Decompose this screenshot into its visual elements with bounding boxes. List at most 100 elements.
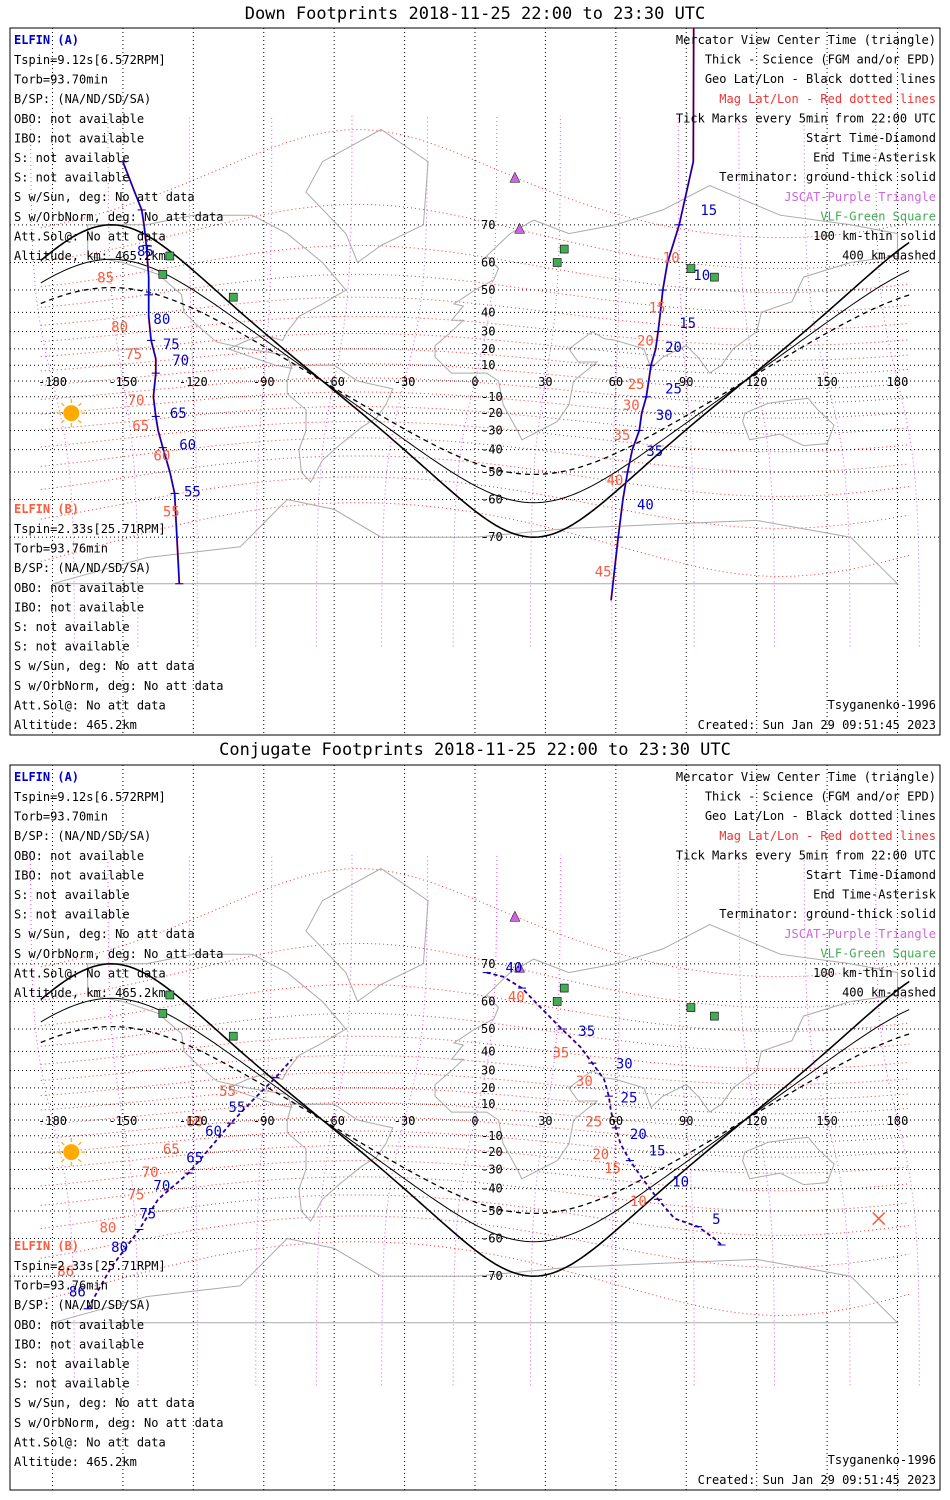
lon-tick-label: 30 — [538, 375, 552, 389]
elfin-a-info-line: Torb=93.70min — [14, 73, 108, 87]
vlf-station-square — [228, 1031, 238, 1041]
legend-line: JSCAT-Purple Triangle — [784, 927, 936, 941]
elfin-a-info-line: S: not available — [14, 171, 130, 185]
elfin-b-time-label: 55 — [163, 505, 180, 521]
terminator-100km-line — [40, 997, 910, 1243]
elfin-a-time-label: 55 — [184, 484, 201, 500]
legend-line: VLF-Green Square — [820, 946, 936, 960]
lon-tick-label: -180 — [38, 1114, 67, 1128]
elfin-a-track — [610, 28, 695, 601]
elfin-a-info-line: OBO: not available — [14, 849, 144, 863]
legend-line: 100 km-thin solid — [813, 229, 936, 243]
elfin-a-info-line: S w/OrbNorm, deg: No att data — [14, 947, 224, 961]
sun-icon — [63, 1144, 80, 1161]
elfin-b-time-label: 25 — [585, 1114, 602, 1130]
elfin-b-time-label: 60 — [186, 1114, 203, 1130]
legend-line: Geo Lat/Lon - Black dotted lines — [705, 72, 936, 86]
elfin-b-info-line: Torb=93.76min — [14, 1279, 108, 1293]
elfin-b-time-label: 86 — [57, 1264, 74, 1280]
terminator-400km-line — [40, 1025, 910, 1215]
jscat-station-triangle — [514, 222, 526, 234]
vlf-station-square — [559, 983, 569, 993]
lon-tick-label: -90 — [253, 375, 275, 389]
sun-ray — [60, 419, 65, 424]
legend-line: Thick - Science (FGM and/or EPD) — [705, 790, 936, 804]
elfin-b-time-label: 35 — [552, 1045, 569, 1061]
elfin-b-time-label: 55 — [219, 1084, 236, 1100]
elfin-b-info-line: OBO: not available — [14, 581, 144, 595]
elfin-a-time-label: 15 — [649, 1143, 666, 1159]
terminator-400km-line — [40, 286, 910, 476]
elfin-a-time-label: 10 — [693, 268, 710, 284]
elfin-a-info-line: Altitude, km: 465.2km — [14, 249, 166, 263]
down-footprints-map: 8580757065605585807570656055151015202530… — [9, 27, 941, 736]
elfin-a-info-line: Tspin=9.12s[6.572RPM] — [14, 53, 166, 67]
lat-tick-label: -20 — [481, 406, 503, 420]
elfin-a-time-label: 60 — [179, 438, 196, 454]
lon-tick-label: 120 — [746, 1114, 768, 1128]
legend-line: Tick Marks every 5min from 22:00 UTC — [676, 111, 936, 125]
elfin-a-track — [486, 971, 723, 1246]
coastline — [742, 397, 835, 447]
vlf-station-square — [165, 251, 175, 261]
elfin-a-info-line: S: not available — [14, 151, 130, 165]
legend-line: Geo Lat/Lon - Black dotted lines — [705, 809, 936, 823]
elfin-a-info-line: IBO: not available — [14, 868, 144, 882]
elfin-a-time-label: 5 — [712, 1212, 720, 1228]
elfin-b-time-label: 35 — [613, 428, 630, 444]
elfin-b-time-label: 65 — [163, 1142, 180, 1158]
elfin-b-time-label: 75 — [125, 347, 142, 363]
legend-line: Start Time-Diamond — [806, 131, 936, 145]
elfin-a-info-line: S w/OrbNorm, deg: No att data — [14, 210, 224, 224]
lat-tick-label: 30 — [481, 325, 495, 339]
elfin-b-time-label: 30 — [576, 1074, 593, 1090]
elfin-a-time-label: 35 — [646, 444, 663, 460]
elfin-a-time-label: 70 — [153, 1179, 170, 1195]
elfin-a-time-label: 80 — [111, 1240, 128, 1256]
elfin-b-info-line: S w/Sun, deg: No att data — [14, 659, 195, 673]
lon-tick-label: -150 — [108, 375, 137, 389]
lat-tick-label: 10 — [481, 1097, 495, 1111]
lon-tick-label: -60 — [323, 375, 345, 389]
elfin-a-time-label: 80 — [153, 312, 170, 328]
elfin-b-time-label: 10 — [663, 250, 680, 266]
lon-tick-label: 180 — [887, 1114, 909, 1128]
elfin-a-info-line: OBO: not available — [14, 112, 144, 126]
elfin-a-time-label: 86 — [69, 1285, 86, 1301]
lon-tick-label: 150 — [816, 375, 838, 389]
map-layers: 8580757065605585807570656055151015202530… — [10, 28, 940, 735]
lon-tick-label: -150 — [108, 1114, 137, 1128]
coastline — [742, 1136, 835, 1186]
elfin-a-info-line: Att.Sol@: No att data — [14, 966, 166, 980]
lat-tick-label: 20 — [481, 342, 495, 356]
elfin-b-info-line: S: not available — [14, 620, 130, 634]
end-time-asterisk — [872, 1212, 886, 1226]
lat-tick-label: -40 — [481, 443, 503, 457]
mag-lon-line — [188, 854, 198, 1386]
elfin-a-time-label: 20 — [630, 1127, 647, 1143]
elfin-b-time-label: 75 — [128, 1187, 145, 1203]
vlf-station-square — [686, 264, 696, 273]
elfin-a-time-label: 25 — [665, 382, 682, 398]
panel-title: Down Footprints 2018-11-25 22:00 to 23:3… — [244, 4, 706, 24]
sun-ray — [60, 402, 65, 407]
lon-tick-label: 90 — [679, 375, 693, 389]
elfin-b-time-label: 60 — [153, 448, 170, 464]
elfin-a-info-line: IBO: not available — [14, 131, 144, 145]
elfin-a-time-label: 65 — [186, 1150, 203, 1166]
legend-line: End Time-Asterisk — [813, 151, 937, 165]
elfin-b-time-label: 10 — [630, 1194, 647, 1210]
elfin-a-time-label: 85 — [137, 244, 154, 260]
mag-lon-line — [677, 115, 695, 647]
elfin-b-time-label: 70 — [142, 1165, 159, 1181]
elfin-b-info-line: Torb=93.76min — [14, 542, 108, 556]
lat-tick-label: -70 — [481, 530, 503, 544]
lon-tick-label: 120 — [746, 375, 768, 389]
elfin-b-info-line: S w/Sun, deg: No att data — [14, 1396, 195, 1410]
lon-tick-label: 60 — [609, 375, 623, 389]
legend-line: End Time-Asterisk — [813, 888, 937, 902]
elfin-a-time-label: 20 — [665, 340, 682, 356]
elfin-a-info-line: S w/Sun, deg: No att data — [14, 927, 195, 941]
elfin-a-time-label: 55 — [229, 1100, 246, 1116]
elfin-b-info-line: S: not available — [14, 1377, 130, 1391]
